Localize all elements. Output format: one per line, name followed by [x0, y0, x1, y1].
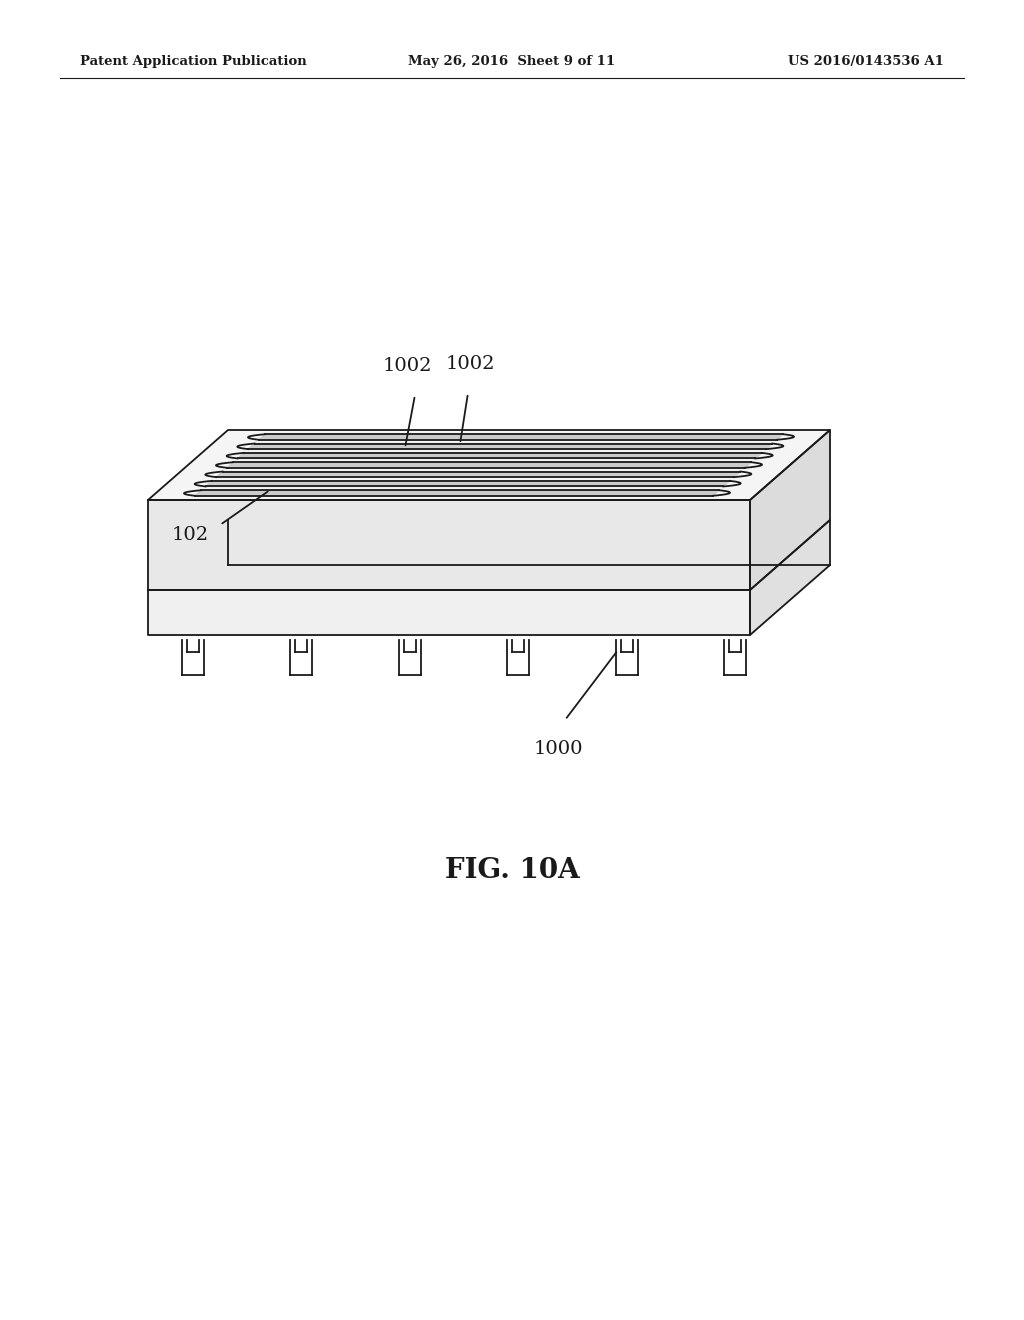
- Polygon shape: [216, 471, 740, 477]
- Polygon shape: [248, 444, 772, 449]
- Polygon shape: [750, 430, 830, 590]
- Text: 1002: 1002: [445, 355, 495, 374]
- Polygon shape: [148, 500, 750, 590]
- Text: 1002: 1002: [382, 356, 432, 375]
- Polygon shape: [227, 462, 751, 467]
- Polygon shape: [259, 434, 783, 440]
- Polygon shape: [750, 520, 830, 635]
- Text: Patent Application Publication: Patent Application Publication: [80, 55, 307, 69]
- Text: FIG. 10A: FIG. 10A: [444, 857, 580, 883]
- Polygon shape: [195, 490, 719, 496]
- Text: US 2016/0143536 A1: US 2016/0143536 A1: [788, 55, 944, 69]
- Text: 102: 102: [171, 525, 209, 544]
- Text: May 26, 2016  Sheet 9 of 11: May 26, 2016 Sheet 9 of 11: [409, 55, 615, 69]
- Polygon shape: [206, 480, 730, 487]
- Polygon shape: [148, 590, 750, 635]
- Polygon shape: [148, 430, 830, 500]
- Text: 1000: 1000: [534, 741, 583, 758]
- Polygon shape: [238, 453, 762, 458]
